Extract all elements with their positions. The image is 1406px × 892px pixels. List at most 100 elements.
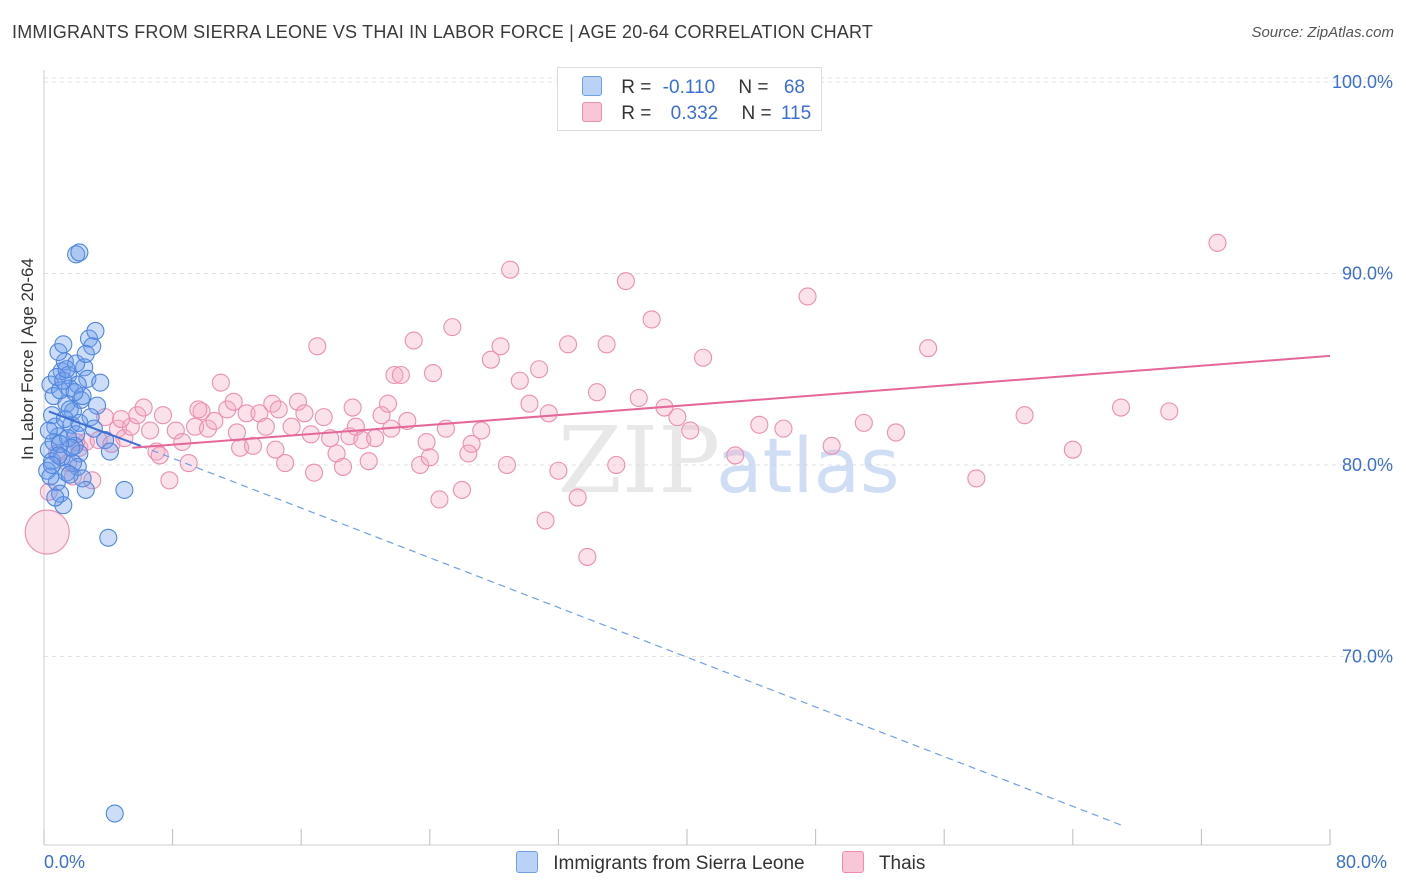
point-thais xyxy=(750,415,769,434)
point-sierra-leone xyxy=(63,454,82,473)
point-thais xyxy=(472,421,491,440)
point-thais xyxy=(359,452,378,471)
point-thais xyxy=(224,392,243,411)
legend-row-sierra-leone: R = -0.110 N = 68 xyxy=(582,76,805,100)
point-thais xyxy=(501,260,520,279)
point-thais xyxy=(321,429,340,448)
point-sierra-leone xyxy=(65,383,84,402)
point-thais xyxy=(417,432,436,452)
trend-line-sierra-leone xyxy=(48,410,141,447)
y-axis-label: In Labor Force | Age 20-64 xyxy=(18,258,37,460)
bottom-legend-sierra-leone: Immigrants from Sierra Leone xyxy=(516,851,805,875)
point-sierra-leone xyxy=(105,804,124,823)
legend-r-value: -0.110 xyxy=(662,77,716,98)
point-thais xyxy=(568,488,587,507)
point-thais xyxy=(166,421,185,440)
point-thais xyxy=(774,419,793,438)
point-thais xyxy=(372,406,391,425)
point-sierra-leone xyxy=(49,446,68,465)
point-sierra-leone xyxy=(86,321,105,341)
point-thais xyxy=(391,365,410,385)
point-thais xyxy=(227,423,246,442)
point-thais xyxy=(1208,233,1227,252)
point-thais xyxy=(333,457,353,476)
point-thais xyxy=(681,421,700,440)
legend-box: R = -0.110 N = 68 R = 0.332 N = 115 xyxy=(557,67,822,131)
bottom-legend-label: Thais xyxy=(878,853,926,874)
point-thais xyxy=(266,440,285,459)
point-thais xyxy=(587,383,607,402)
point-thais xyxy=(854,413,873,432)
point-thais xyxy=(423,364,443,383)
point-thais xyxy=(822,436,841,455)
point-thais xyxy=(282,417,301,436)
bottom-legend-thais: Thais xyxy=(842,851,925,875)
chart-title: IMMIGRANTS FROM SIERRA LEONE VS THAI IN … xyxy=(12,22,874,42)
point-thais xyxy=(1063,440,1082,459)
point-thais xyxy=(629,388,648,408)
point-thais xyxy=(886,423,906,442)
point-thais xyxy=(24,509,70,555)
point-sierra-leone xyxy=(87,396,107,415)
point-thais xyxy=(536,511,555,530)
legend-n-label: N = xyxy=(738,77,769,98)
point-thais xyxy=(153,406,173,425)
point-thais xyxy=(539,404,558,423)
bottom-legend-swatch-pink xyxy=(842,851,864,873)
point-thais xyxy=(305,463,324,482)
point-thais xyxy=(237,404,256,423)
point-thais xyxy=(430,490,449,509)
point-sierra-leone xyxy=(76,480,95,499)
legend-r-label: R = xyxy=(621,103,652,124)
point-sierra-leone xyxy=(57,463,76,482)
trend-line-thais xyxy=(132,354,1331,449)
point-sierra-leone xyxy=(81,408,100,427)
point-thais xyxy=(173,432,192,452)
point-thais xyxy=(668,408,687,427)
point-thais xyxy=(1111,398,1131,417)
point-sierra-leone xyxy=(51,381,70,400)
point-thais xyxy=(276,454,295,473)
point-thais xyxy=(343,398,362,417)
y-tick-labels: 70.0% 80.0% 90.0% 100.0% xyxy=(1332,72,1393,667)
point-sierra-leone xyxy=(44,432,63,452)
point-thais xyxy=(1015,406,1034,425)
point-thais xyxy=(443,318,462,337)
point-thais xyxy=(192,402,211,421)
point-thais xyxy=(141,421,160,440)
point-thais xyxy=(198,419,218,438)
point-thais xyxy=(497,455,517,475)
point-thais xyxy=(243,436,263,455)
point-sierra-leone xyxy=(51,434,70,453)
watermark-atlas: atlas xyxy=(716,421,900,510)
source-label: Source: ZipAtlas.com xyxy=(1251,24,1394,41)
point-thais xyxy=(694,348,713,367)
point-thais xyxy=(607,455,626,475)
point-thais xyxy=(597,335,616,354)
point-thais xyxy=(314,408,333,427)
legend-n-value: 68 xyxy=(783,77,805,98)
point-thais xyxy=(288,392,308,411)
point-thais xyxy=(420,448,439,467)
bottom-legend: Immigrants from Sierra Leone Thais xyxy=(0,851,1406,879)
point-thais xyxy=(616,272,635,291)
point-thais xyxy=(558,335,578,354)
point-thais xyxy=(404,331,423,350)
point-sierra-leone xyxy=(67,245,86,264)
point-thais xyxy=(530,360,549,379)
watermark-zip: ZIP xyxy=(558,407,720,514)
point-thais xyxy=(967,469,986,488)
point-thais xyxy=(211,373,230,392)
point-thais xyxy=(520,394,539,413)
point-sierra-leone xyxy=(42,455,62,475)
point-thais xyxy=(481,350,500,369)
point-thais xyxy=(919,339,938,358)
y-tick-label: 70.0% xyxy=(1342,647,1393,667)
legend-r-label: R = xyxy=(621,77,652,98)
point-sierra-leone xyxy=(54,371,73,390)
x-tick-label-min: 0.0% xyxy=(44,852,86,872)
point-sierra-leone xyxy=(39,421,58,440)
trend-extension-sierra-leone xyxy=(140,445,1122,826)
point-sierra-leone xyxy=(91,373,110,392)
data-points xyxy=(24,233,1227,823)
